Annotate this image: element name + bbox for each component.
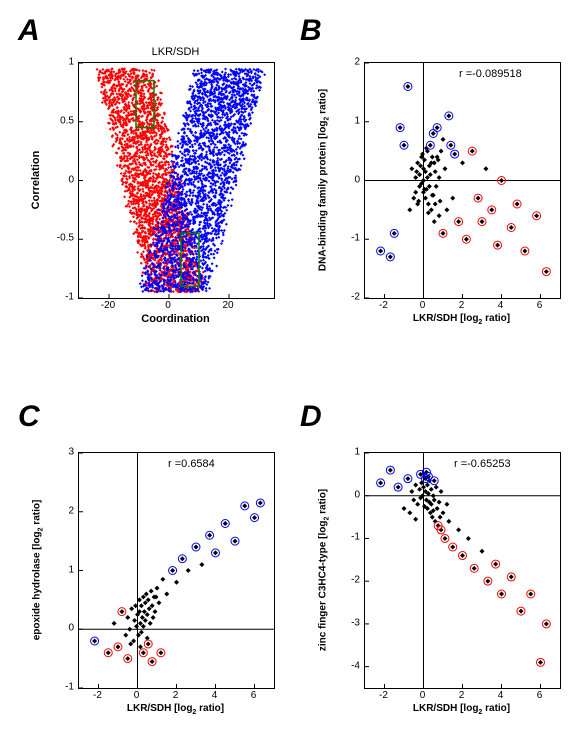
tick-label: -1 (332, 532, 360, 543)
plot-c-ylabel: epoxide hydrolase [log2 ratio] (32, 499, 45, 640)
tick-label: -2 (332, 292, 360, 303)
tick-label: 0 (420, 300, 426, 311)
tick-label: 4 (498, 690, 504, 701)
plot-c-xlabel: LKR/SDH [log2 ratio] (127, 703, 224, 716)
tick-label: -1 (332, 233, 360, 244)
plot-c-box (78, 452, 275, 689)
panel-label-c: C (18, 400, 40, 434)
tick-label: 1 (46, 57, 74, 68)
tick-label: 4 (212, 690, 218, 701)
tick-label: 0 (332, 489, 360, 500)
plot-d-r: r =-0.65253 (454, 458, 511, 470)
figure: A LKR/SDH Coordination Correlation B LKR… (0, 0, 578, 736)
tick-label: 0 (134, 690, 140, 701)
tick-label: -4 (332, 660, 360, 671)
tick-label: -2 (332, 575, 360, 586)
tick-label: 0 (165, 300, 171, 311)
panel-label-d: D (300, 400, 322, 434)
panel-label-b: B (300, 14, 322, 48)
tick-label: -2 (379, 300, 388, 311)
plot-d-ylabel: zinc finger C3HC4-type [log2 ratio] (318, 488, 331, 650)
tick-label: 4 (498, 300, 504, 311)
plot-a-ylabel: Correlation (30, 150, 42, 209)
plot-b-box (364, 62, 561, 299)
plot-d-box (364, 452, 561, 689)
tick-label: 2 (459, 690, 465, 701)
tick-label: -0.5 (46, 233, 74, 244)
tick-label: 0 (332, 174, 360, 185)
plot-a-xlabel: Coordination (141, 313, 209, 325)
tick-label: 6 (537, 690, 543, 701)
tick-label: 0.5 (46, 115, 74, 126)
tick-label: 2 (173, 690, 179, 701)
tick-label: 6 (251, 690, 257, 701)
plot-d-xlabel: LKR/SDH [log2 ratio] (413, 703, 510, 716)
tick-label: 6 (537, 300, 543, 311)
panel-label-a: A (18, 14, 40, 48)
tick-label: 3 (46, 447, 74, 458)
tick-label: -2 (379, 690, 388, 701)
tick-label: 1 (46, 564, 74, 575)
tick-label: 20 (222, 300, 233, 311)
tick-label: -20 (101, 300, 115, 311)
tick-label: -1 (46, 292, 74, 303)
tick-label: 2 (46, 505, 74, 516)
tick-label: 0 (420, 690, 426, 701)
plot-a-box (78, 62, 275, 299)
tick-label: 2 (459, 300, 465, 311)
plot-b-r: r =-0.089518 (459, 68, 522, 80)
tick-label: -3 (332, 617, 360, 628)
tick-label: 1 (332, 115, 360, 126)
tick-label: -1 (46, 682, 74, 693)
tick-label: 2 (332, 57, 360, 68)
tick-label: -2 (93, 690, 102, 701)
tick-label: 1 (332, 447, 360, 458)
plot-c-r: r =0.6584 (168, 458, 215, 470)
tick-label: 0 (46, 174, 74, 185)
plot-b-xlabel: LKR/SDH [log2 ratio] (413, 313, 510, 326)
plot-b-ylabel: DNA-binding family protein [log2 ratio] (318, 88, 331, 270)
tick-label: 0 (46, 623, 74, 634)
plot-a-title: LKR/SDH (152, 46, 200, 58)
